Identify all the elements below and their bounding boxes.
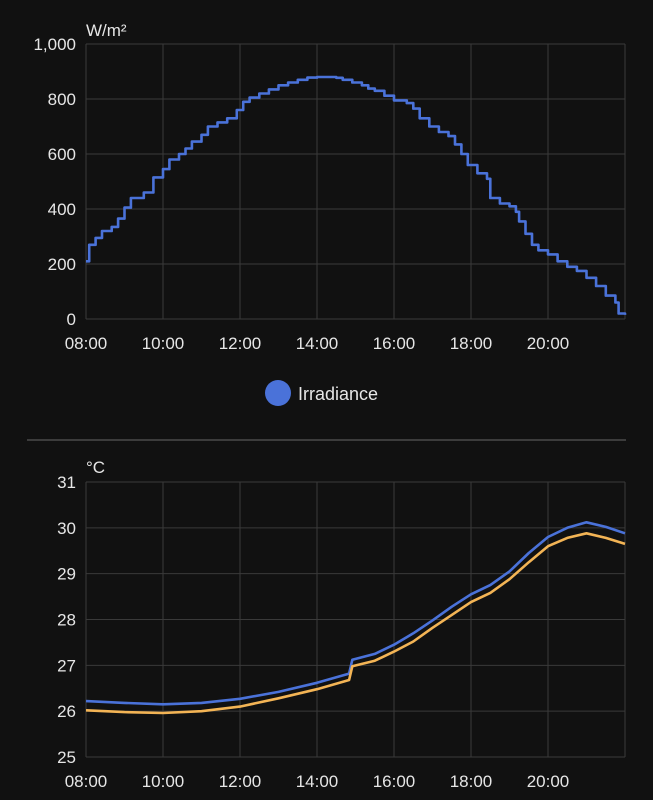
x-tick-label: 14:00 [296,334,339,353]
x-tick-label: 20:00 [527,334,570,353]
y-tick-label: 28 [57,611,76,630]
y-tick-label: 600 [48,145,76,164]
x-tick-label: 16:00 [373,772,416,791]
y-tick-label: 400 [48,200,76,219]
y-tick-label: 26 [57,702,76,721]
unit-label: W/m² [86,21,127,40]
x-tick-label: 10:00 [142,334,185,353]
temperature-chart: 25 26 27 28 29 30 31 08:00 10:00 12:00 14:00 16:00 1… [57,458,626,791]
series-line-irradiance [86,75,627,315]
y-tick-label: 30 [57,519,76,538]
y-tick-label: 27 [57,656,76,675]
series-line-orange [85,532,626,715]
legend-swatch-irradiance[interactable] [265,380,291,406]
legend-label-irradiance[interactable]: Irradiance [298,384,378,404]
y-tick-label: 31 [57,473,76,492]
x-tick-label: 14:00 [296,772,339,791]
y-tick-label: 800 [48,90,76,109]
unit-label: °C [86,458,105,477]
x-tick-label: 16:00 [373,334,416,353]
x-tick-label: 20:00 [527,772,570,791]
x-tick-label: 10:00 [142,772,185,791]
y-tick-label: 200 [48,255,76,274]
x-tick-label: 08:00 [65,334,108,353]
y-tick-label: 0 [67,310,76,329]
x-tick-label: 12:00 [219,334,262,353]
y-tick-label: 1,000 [33,35,76,54]
x-tick-label: 18:00 [450,772,493,791]
series-line-blue [85,521,626,706]
irradiance-legend[interactable]: Irradiance [265,380,378,406]
y-tick-label: 29 [57,565,76,584]
irradiance-chart: 0 200 400 600 800 1,000 08:00 10:00 12:00 14:00 16… [33,21,627,353]
x-tick-label: 08:00 [65,772,108,791]
x-tick-label: 18:00 [450,334,493,353]
x-tick-label: 12:00 [219,772,262,791]
y-tick-label: 25 [57,748,76,767]
